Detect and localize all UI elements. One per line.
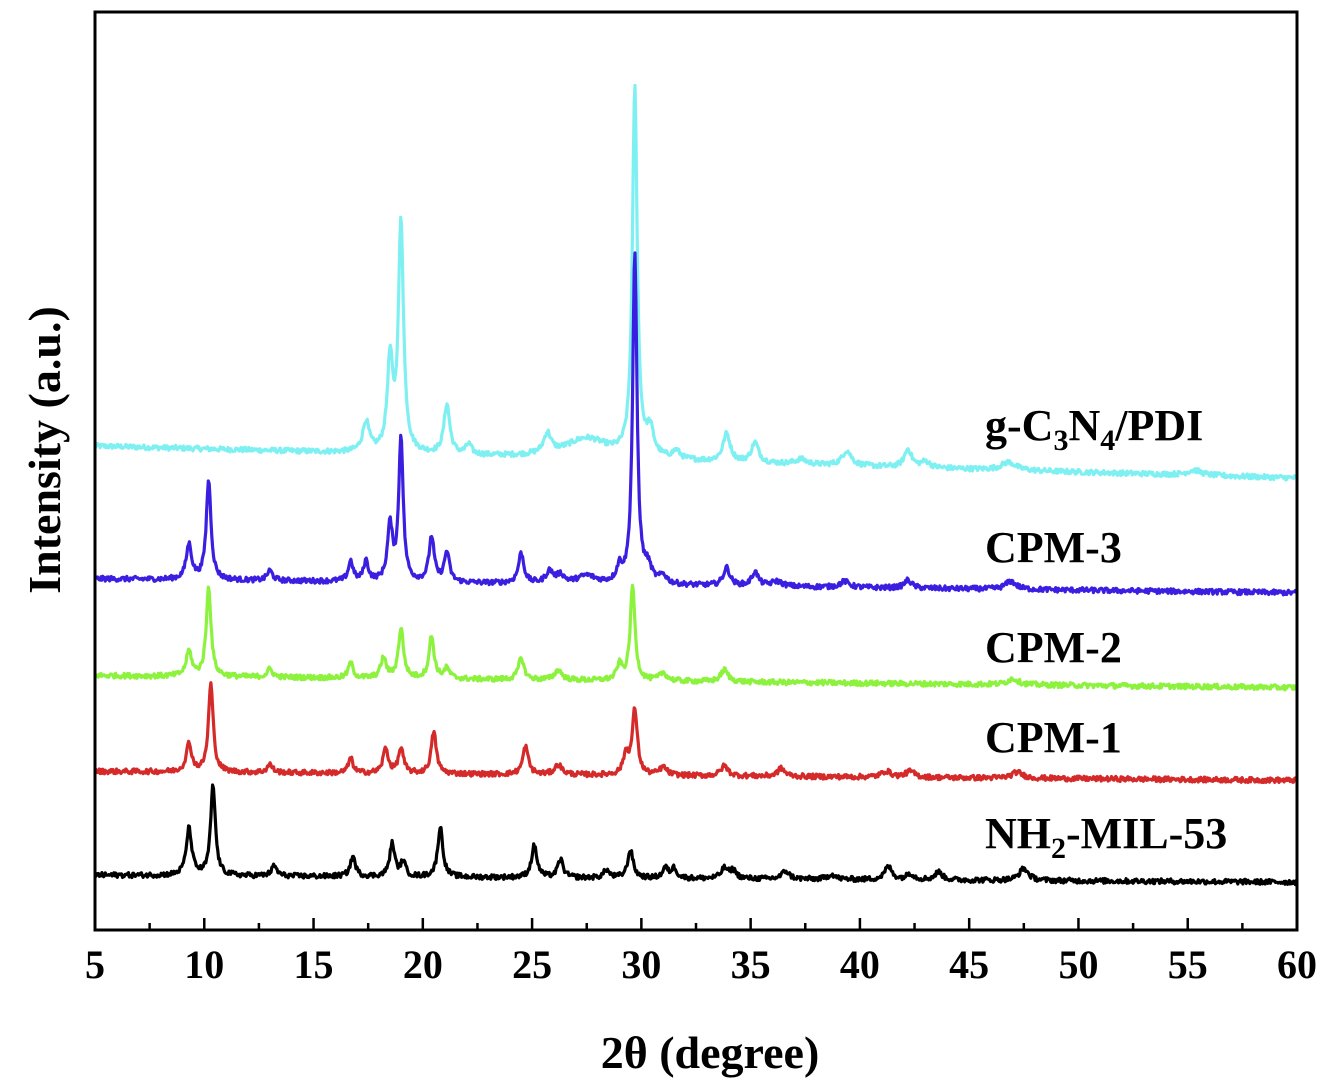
y-axis-label: Intensity (a.u.) [19, 306, 70, 594]
x-tick-label: 45 [949, 942, 989, 987]
series-label: CPM-3 [985, 523, 1122, 572]
label-text: N [1068, 401, 1100, 450]
series-label: CPM-1 [985, 713, 1122, 762]
label-text: CPM-3 [985, 523, 1122, 572]
x-tick-label: 15 [294, 942, 334, 987]
trace-cpm-2 [94, 583, 1299, 692]
x-tick-label: 40 [840, 942, 880, 987]
label-subscript: 2 [1051, 832, 1066, 865]
x-tick-label: 20 [403, 942, 443, 987]
x-tick-label: 5 [85, 942, 105, 987]
trace-nh2-mil-53 [93, 783, 1299, 887]
series-label: NH2-MIL-53 [985, 809, 1227, 865]
x-tick-label: 25 [512, 942, 552, 987]
label-text: CPM-1 [985, 713, 1122, 762]
trace-cpm-1 [93, 681, 1298, 785]
x-tick-label: 55 [1168, 942, 1208, 987]
series-labels: g-C3N4/PDI CPM-3 CPM-2 CPM-1 NH2-MIL-53 [985, 401, 1227, 865]
trace-cpm-3 [93, 251, 1298, 597]
label-text: CPM-2 [985, 623, 1122, 672]
x-tick-label: 35 [731, 942, 771, 987]
x-tick-label: 30 [621, 942, 661, 987]
series-label: g-C3N4/PDI [985, 401, 1203, 457]
label-text: -MIL-53 [1066, 809, 1227, 858]
x-tick-label: 60 [1277, 942, 1317, 987]
x-ticks: 5 10 15 20 25 30 35 40 45 50 55 60 [85, 918, 1317, 987]
x-tick-label: 50 [1058, 942, 1098, 987]
label-text: /PDI [1114, 401, 1203, 450]
label-text: NH [985, 809, 1051, 858]
x-axis-label: 2θ (degree) [601, 1027, 820, 1078]
x-tick-label: 10 [184, 942, 224, 987]
label-subscript: 4 [1100, 424, 1115, 457]
label-subscript: 3 [1053, 424, 1068, 457]
traces [93, 83, 1299, 887]
trace-g-c3n4-pdi [93, 83, 1298, 482]
series-label: CPM-2 [985, 623, 1122, 672]
label-text: g-C [985, 401, 1053, 450]
